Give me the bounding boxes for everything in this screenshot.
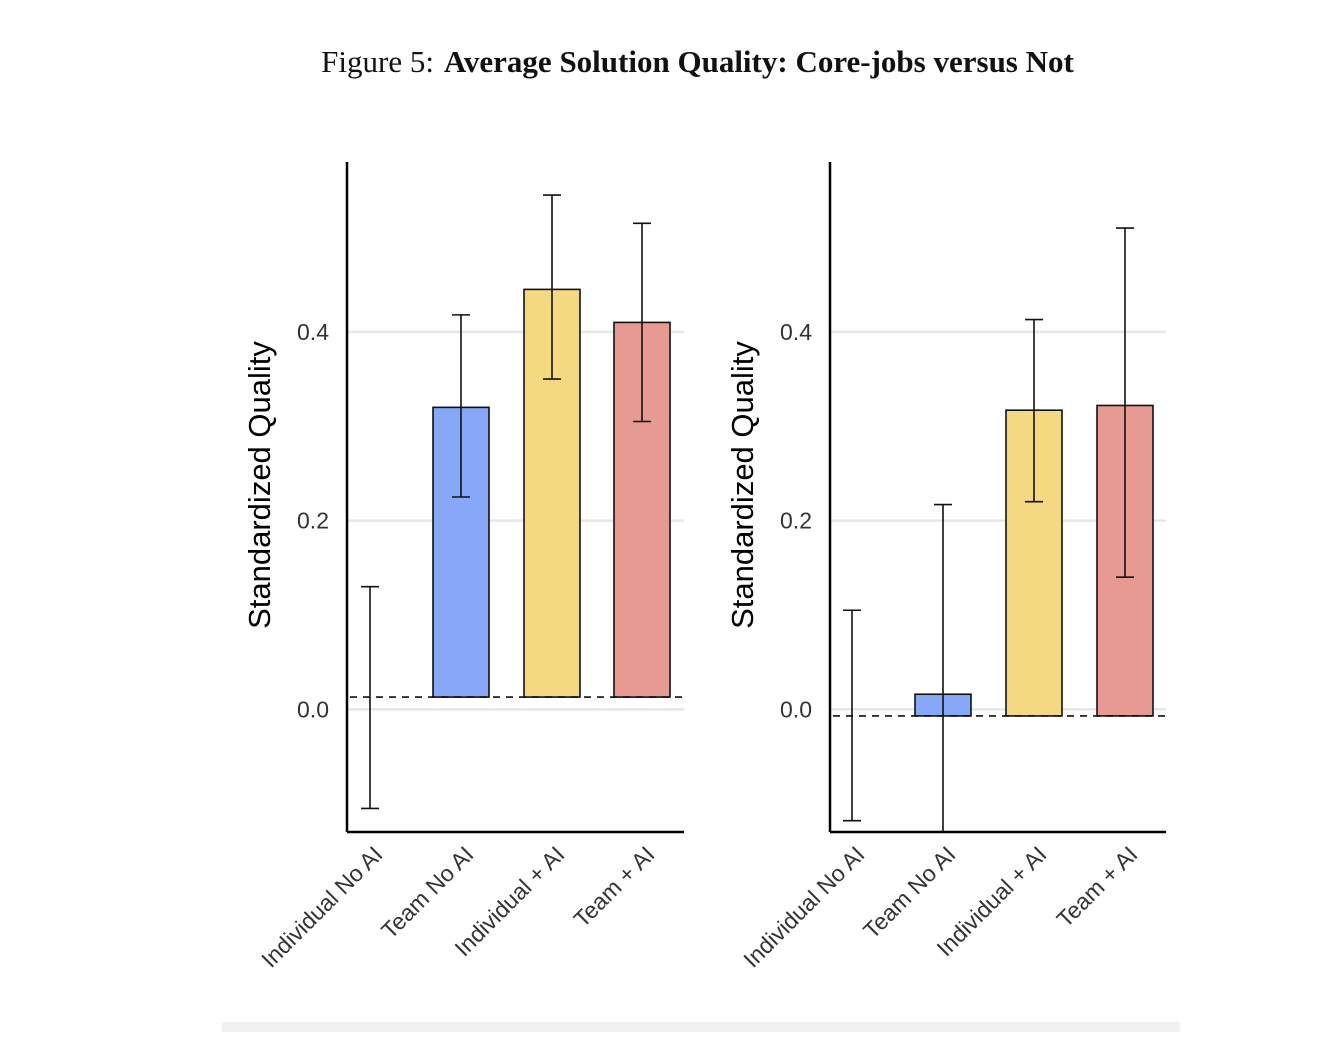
y-tick-label-left-0: 0.0 [297, 696, 329, 722]
figure-title: Figure 5: Average Solution Quality: Core… [0, 44, 1330, 80]
figure-panels: 0.0 0.2 0.4 Standardized Quality Individual … [222, 160, 1180, 1032]
y-tick-label-right-1: 0.2 [780, 508, 812, 534]
x-tick-label-right-3: Team + AI [1051, 841, 1142, 932]
x-tick-label-right-0: Individual No AI [738, 841, 869, 972]
x-tick-label-left-0: Individual No AI [256, 841, 387, 972]
y-tick-label-left-1: 0.2 [297, 508, 329, 534]
y-tick-label-left-2: 0.4 [297, 319, 329, 345]
figure-bottom-band [222, 1022, 1180, 1032]
figure-number: Figure 5: [321, 44, 434, 79]
chart-canvas: 0.0 0.2 0.4 Standardized Quality Individual … [242, 162, 1166, 973]
figure-title-text: Average Solution Quality: Core-jobs vers… [443, 44, 1074, 79]
x-tick-label-left-3: Team + AI [568, 841, 659, 932]
y-tick-label-right-0: 0.0 [780, 696, 812, 722]
y-tick-label-right-2: 0.4 [780, 319, 812, 345]
y-axis-label-right: Standardized Quality [725, 341, 760, 629]
y-axis-label-left: Standardized Quality [242, 341, 277, 629]
